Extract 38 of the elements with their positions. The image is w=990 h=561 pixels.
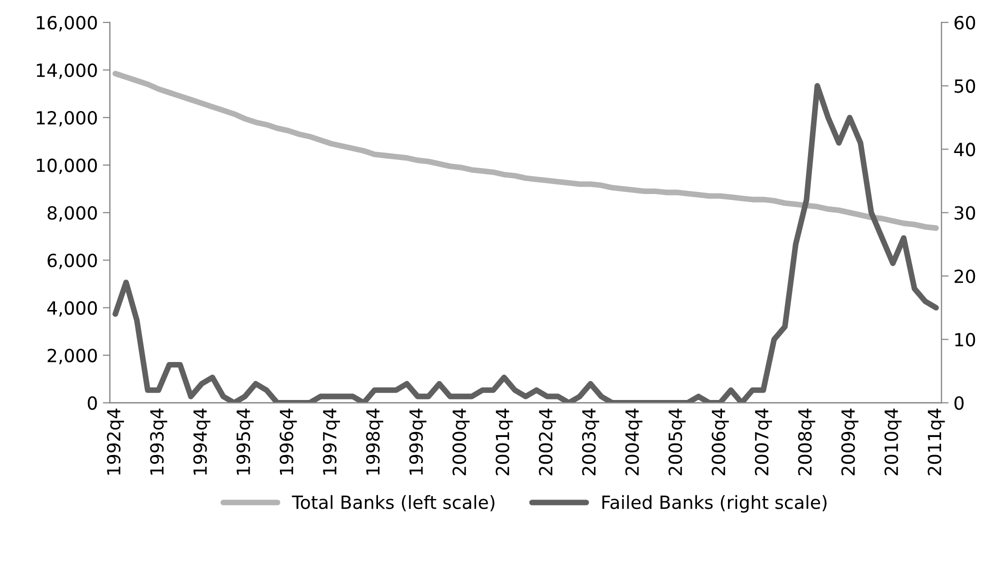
x-tick-label: 1997q4: [322, 408, 340, 475]
y-tick-label: 16,000: [36, 16, 97, 32]
y-tick-label: 4,000: [47, 301, 97, 317]
y-tick-label: 10,000: [36, 158, 97, 174]
x-tick-label: 2000q4: [452, 408, 470, 476]
y2-tick-label: 10: [955, 332, 976, 347]
y2-tick-label: 0: [954, 396, 964, 410]
y-tick-label: 2,000: [48, 348, 97, 364]
x-tick-label: 1995q4: [236, 408, 254, 475]
y-tick-label: 0: [88, 396, 97, 410]
x-tick-label: 2011q4: [928, 408, 945, 476]
y2-tick-label: 60: [954, 16, 976, 30]
x-tick-label: 1992q4: [106, 408, 124, 475]
x-tick-label: 2007q4: [754, 408, 772, 476]
x-tick-label: 2001q4: [496, 408, 513, 476]
legend-label: Failed Banks (right scale): [602, 495, 827, 513]
y-tick-label: 12,000: [36, 110, 97, 126]
y-tick-label: 14,000: [36, 63, 97, 79]
x-tick-label: 1994q4: [193, 408, 210, 475]
x-tick-label: 1996q4: [280, 408, 297, 475]
x-tick-label: 1999q4: [409, 408, 426, 475]
x-tick-label: 2010q4: [884, 408, 902, 476]
y-tick-label: 6,000: [48, 254, 97, 270]
y2-tick-label: 50: [954, 79, 976, 93]
x-tick-label: 2009q4: [841, 408, 858, 476]
x-tick-label: 2002q4: [538, 408, 556, 476]
y2-tick-label: 40: [954, 142, 976, 156]
x-tick-label: 2003q4: [582, 408, 600, 476]
x-tick-label: 2006q4: [712, 408, 729, 476]
x-tick-label: 2008q4: [798, 408, 816, 476]
x-tick-label: 2005q4: [668, 408, 686, 476]
y2-tick-label: 30: [954, 206, 976, 220]
y2-tick-label: 20: [954, 269, 976, 284]
x-tick-label: 2004q4: [625, 408, 642, 476]
y-tick-label: 8,000: [48, 206, 97, 222]
x-tick-label: 1998q4: [366, 408, 384, 475]
legend-label: Total Banks (left scale): [292, 495, 494, 512]
x-tick-label: 1993q4: [150, 408, 168, 475]
